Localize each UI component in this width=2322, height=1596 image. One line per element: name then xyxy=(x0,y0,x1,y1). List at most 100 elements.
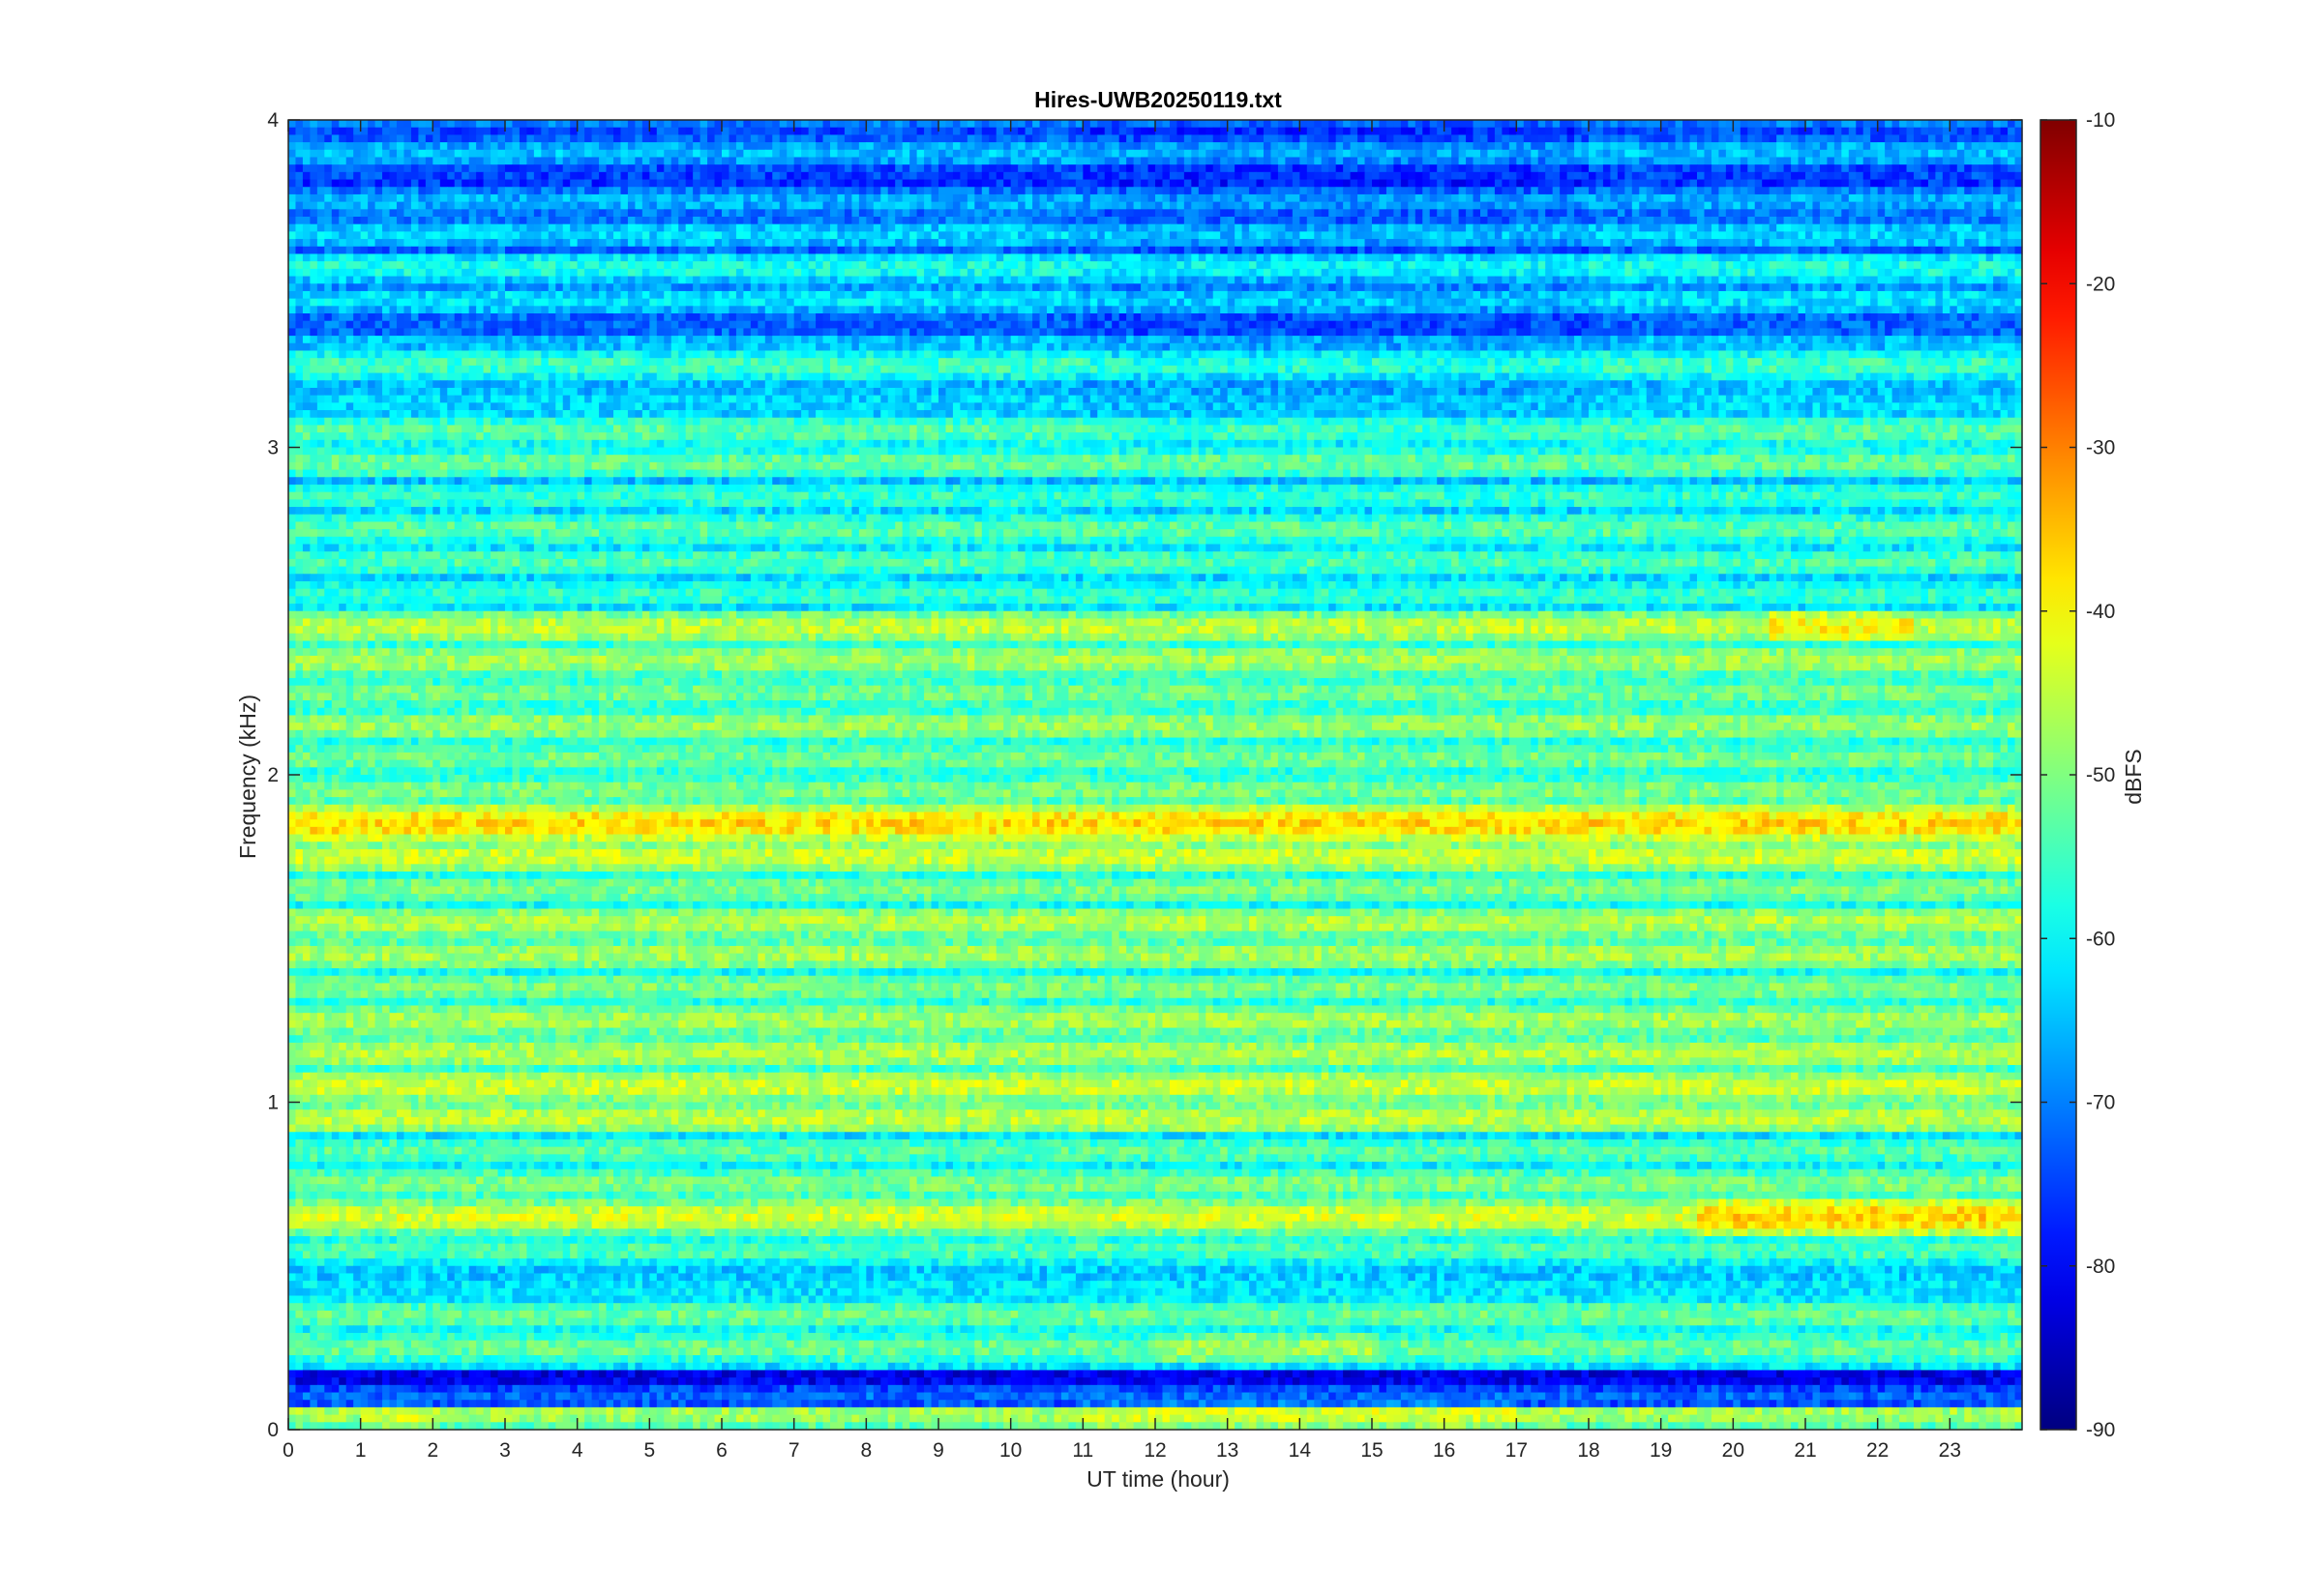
heatmap-cell xyxy=(1264,150,1271,158)
heatmap-cell xyxy=(1697,142,1705,150)
heatmap-cell xyxy=(895,142,903,150)
heatmap-cell xyxy=(1509,134,1517,142)
heatmap-cell xyxy=(1676,164,1683,172)
heatmap-cell xyxy=(1697,134,1705,142)
heatmap-cell xyxy=(1444,120,1452,128)
heatmap-cell xyxy=(563,187,571,194)
heatmap-cell xyxy=(837,157,845,164)
heatmap-cell xyxy=(1307,180,1315,188)
heatmap-cell xyxy=(678,164,686,172)
heatmap-cell xyxy=(1328,180,1336,188)
heatmap-cell xyxy=(1264,187,1271,194)
heatmap-cell xyxy=(1502,187,1509,194)
heatmap-cell xyxy=(1899,164,1907,172)
heatmap-cell xyxy=(1343,172,1351,180)
heatmap-cell xyxy=(1235,142,1242,150)
heatmap-cell xyxy=(628,164,636,172)
heatmap-cell xyxy=(1257,120,1265,128)
heatmap-cell xyxy=(787,164,794,172)
heatmap-cell xyxy=(1553,142,1561,150)
heatmap-cell xyxy=(1682,164,1690,172)
heatmap-cell xyxy=(1690,142,1698,150)
heatmap-cell xyxy=(1003,150,1011,158)
heatmap-cell xyxy=(664,150,671,158)
heatmap-cell xyxy=(613,150,621,158)
heatmap-cell xyxy=(1422,128,1430,135)
heatmap-cell xyxy=(1741,172,1748,180)
heatmap-cell xyxy=(1567,134,1575,142)
heatmap-cell xyxy=(1531,157,1538,164)
heatmap-cell xyxy=(736,180,744,188)
heatmap-cell xyxy=(1812,157,1820,164)
heatmap-cell xyxy=(620,157,628,164)
heatmap-cell xyxy=(758,142,765,150)
heatmap-cell xyxy=(520,128,527,135)
heatmap-cell xyxy=(1068,187,1076,194)
heatmap-cell xyxy=(1726,164,1734,172)
heatmap-cell xyxy=(1899,180,1907,188)
heatmap-cell xyxy=(1791,150,1799,158)
heatmap-cell xyxy=(1841,180,1849,188)
heatmap-cell xyxy=(1920,150,1928,158)
heatmap-cell xyxy=(989,150,997,158)
heatmap-cell xyxy=(1805,157,1813,164)
heatmap-cell xyxy=(1466,120,1474,128)
heatmap-cell xyxy=(2001,120,2009,128)
heatmap-cell xyxy=(1213,157,1221,164)
heatmap-cell xyxy=(1755,164,1763,172)
heatmap-cell xyxy=(1249,157,1257,164)
heatmap-cell xyxy=(1451,172,1459,180)
heatmap-cell xyxy=(1148,180,1156,188)
heatmap-cell xyxy=(729,120,736,128)
heatmap-cell xyxy=(1726,134,1734,142)
heatmap-cell xyxy=(960,157,968,164)
heatmap-cell xyxy=(1834,150,1842,158)
heatmap-cell xyxy=(1235,187,1242,194)
heatmap-cell xyxy=(411,164,419,172)
heatmap-cell xyxy=(1487,187,1495,194)
heatmap-cell xyxy=(324,172,332,180)
heatmap-cell xyxy=(1126,187,1134,194)
heatmap-cell xyxy=(1003,134,1011,142)
heatmap-cell xyxy=(649,142,657,150)
heatmap-cell xyxy=(1148,164,1156,172)
heatmap-cell xyxy=(888,180,896,188)
heatmap-cell xyxy=(534,157,542,164)
heatmap-cell xyxy=(1718,164,1726,172)
heatmap-cell xyxy=(1899,172,1907,180)
heatmap-cell xyxy=(505,134,513,142)
heatmap-cell xyxy=(1567,164,1575,172)
heatmap-cell xyxy=(1141,150,1148,158)
heatmap-cell xyxy=(1299,187,1307,194)
heatmap-cell xyxy=(476,128,484,135)
heatmap-cell xyxy=(390,142,398,150)
heatmap-cell xyxy=(1495,157,1503,164)
heatmap-cell xyxy=(526,142,534,150)
heatmap-cell xyxy=(1386,142,1394,150)
heatmap-cell xyxy=(1386,164,1394,172)
heatmap-cell xyxy=(1322,180,1329,188)
heatmap-cell xyxy=(607,128,614,135)
heatmap-cell xyxy=(671,120,679,128)
heatmap-cell xyxy=(845,187,852,194)
heatmap-cell xyxy=(1704,150,1712,158)
heatmap-cell xyxy=(851,172,859,180)
heatmap-cell xyxy=(903,164,910,172)
heatmap-cell xyxy=(397,172,404,180)
heatmap-cell xyxy=(613,128,621,135)
heatmap-cell xyxy=(1661,128,1669,135)
heatmap-cell xyxy=(845,164,852,172)
heatmap-cell xyxy=(534,134,542,142)
heatmap-cell xyxy=(1351,150,1358,158)
heatmap-cell xyxy=(1624,120,1632,128)
heatmap-cell xyxy=(484,157,491,164)
heatmap-cell xyxy=(361,134,369,142)
heatmap-cell xyxy=(1928,157,1936,164)
heatmap-cell xyxy=(2001,142,2009,150)
heatmap-cell xyxy=(1704,180,1712,188)
heatmap-cell xyxy=(1351,128,1358,135)
heatmap-cell xyxy=(1011,164,1019,172)
heatmap-cell xyxy=(440,128,448,135)
heatmap-cell xyxy=(1003,187,1011,194)
heatmap-cell xyxy=(816,128,823,135)
